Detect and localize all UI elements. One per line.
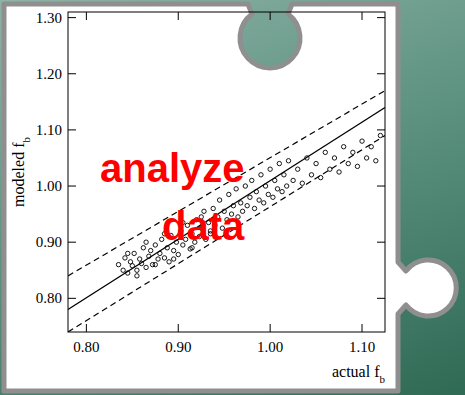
y-tick-label: 0.90 xyxy=(36,234,62,250)
scatter-point xyxy=(286,159,290,163)
scatter-point xyxy=(328,167,332,171)
scatter-point xyxy=(153,262,157,266)
scatter-point xyxy=(355,164,359,168)
scatter-point xyxy=(162,256,166,260)
scatter-point xyxy=(144,240,148,244)
scatter-point xyxy=(153,243,157,247)
y-tick-label: 0.80 xyxy=(36,290,62,306)
y-tick-label: 1.30 xyxy=(36,10,62,26)
scatter-point xyxy=(266,192,270,196)
x-tick-label: 1.10 xyxy=(349,339,375,355)
scatter-point xyxy=(268,167,272,171)
y-tick xyxy=(68,73,76,74)
scatter-point xyxy=(374,159,378,163)
x-tick xyxy=(86,324,87,332)
y-tick-right xyxy=(377,129,385,130)
scatter-point xyxy=(314,161,318,165)
scatter-point xyxy=(337,170,341,174)
x-axis-label-subscript: b xyxy=(380,373,386,385)
scatter-point xyxy=(137,257,141,261)
x-axis-label-text: actual f xyxy=(332,363,380,380)
scatter-point xyxy=(123,256,127,260)
dashed-line xyxy=(68,136,385,332)
x-tick-top xyxy=(178,12,179,20)
scatter-point xyxy=(257,198,261,202)
y-tick-right xyxy=(377,298,385,299)
chart: 0.80 0.90 1.00 1.10 0.80 0.90 1.00 1.10 1.20 1.30… xyxy=(0,0,465,395)
y-tick xyxy=(68,129,76,130)
scatter-point xyxy=(245,203,249,207)
scatter-point xyxy=(364,156,368,160)
plot-frame xyxy=(68,12,385,332)
scatter-point xyxy=(135,274,139,278)
y-tick-right xyxy=(377,242,385,243)
scatter-point xyxy=(250,178,254,182)
scatter-point xyxy=(116,262,120,266)
scatter-point xyxy=(121,268,125,272)
scatter-point xyxy=(132,251,136,255)
y-tick xyxy=(68,242,76,243)
scatter-point xyxy=(171,257,175,261)
scatter-point xyxy=(171,248,175,252)
scatter-point xyxy=(227,192,231,196)
scatter-point xyxy=(248,195,252,199)
scatter-point xyxy=(252,206,256,210)
scatter-point xyxy=(332,156,336,160)
scatter-point xyxy=(275,187,279,191)
y-tick-right xyxy=(377,17,385,18)
x-tick xyxy=(362,324,363,332)
y-axis-label: modeled fb xyxy=(10,137,32,207)
scatter-point xyxy=(135,268,139,272)
x-tick-top xyxy=(270,12,271,20)
scatter-point xyxy=(346,161,350,165)
scatter-point xyxy=(217,198,221,202)
scatter-point xyxy=(271,195,275,199)
x-tick-label: 1.00 xyxy=(257,339,283,355)
puzzle-piece xyxy=(4,4,456,391)
scatter-point xyxy=(291,178,295,182)
scatter-point xyxy=(300,181,304,185)
y-tick-label: 1.20 xyxy=(36,66,62,82)
scatter-point xyxy=(284,184,288,188)
scatter-point xyxy=(296,167,300,171)
y-tick-label: 1.10 xyxy=(36,122,62,138)
y-tick-right xyxy=(377,73,385,74)
y-tick xyxy=(68,17,76,18)
scatter-point xyxy=(341,145,345,149)
x-tick xyxy=(270,324,271,332)
dashed-line xyxy=(68,91,385,276)
scatter-point xyxy=(323,150,327,154)
annotation: analyze xyxy=(100,146,245,190)
x-tick-label: 0.90 xyxy=(165,339,191,355)
scatter-point xyxy=(378,133,382,137)
scatter-point xyxy=(351,150,355,154)
x-tick xyxy=(178,324,179,332)
x-axis-label: actual fb xyxy=(332,363,386,385)
x-tick-top xyxy=(362,12,363,20)
y-axis-label-text: modeled f xyxy=(10,142,27,207)
scatter-point xyxy=(176,252,180,256)
annotation: data xyxy=(162,204,245,248)
y-tick xyxy=(68,186,76,187)
scatter-point xyxy=(277,161,281,165)
scatter-point xyxy=(259,173,263,177)
scatter-point xyxy=(144,265,148,269)
x-tick-top xyxy=(86,12,87,20)
solid-line xyxy=(68,107,385,309)
y-tick xyxy=(68,298,76,299)
scatter-point xyxy=(262,201,266,205)
y-tick-right xyxy=(377,186,385,187)
x-tick-label: 0.80 xyxy=(73,339,99,355)
scatter-point xyxy=(309,173,313,177)
scatter-point xyxy=(167,260,171,264)
scatter-point xyxy=(280,189,284,193)
scatter-point xyxy=(148,248,152,252)
plot-marks xyxy=(68,91,385,332)
scatter-point xyxy=(156,257,160,261)
scatter-point xyxy=(360,139,364,143)
y-tick-label: 1.00 xyxy=(36,178,62,194)
y-axis-label-subscript: b xyxy=(20,137,32,143)
scatter-point xyxy=(141,246,145,250)
scatter-point xyxy=(126,251,130,255)
